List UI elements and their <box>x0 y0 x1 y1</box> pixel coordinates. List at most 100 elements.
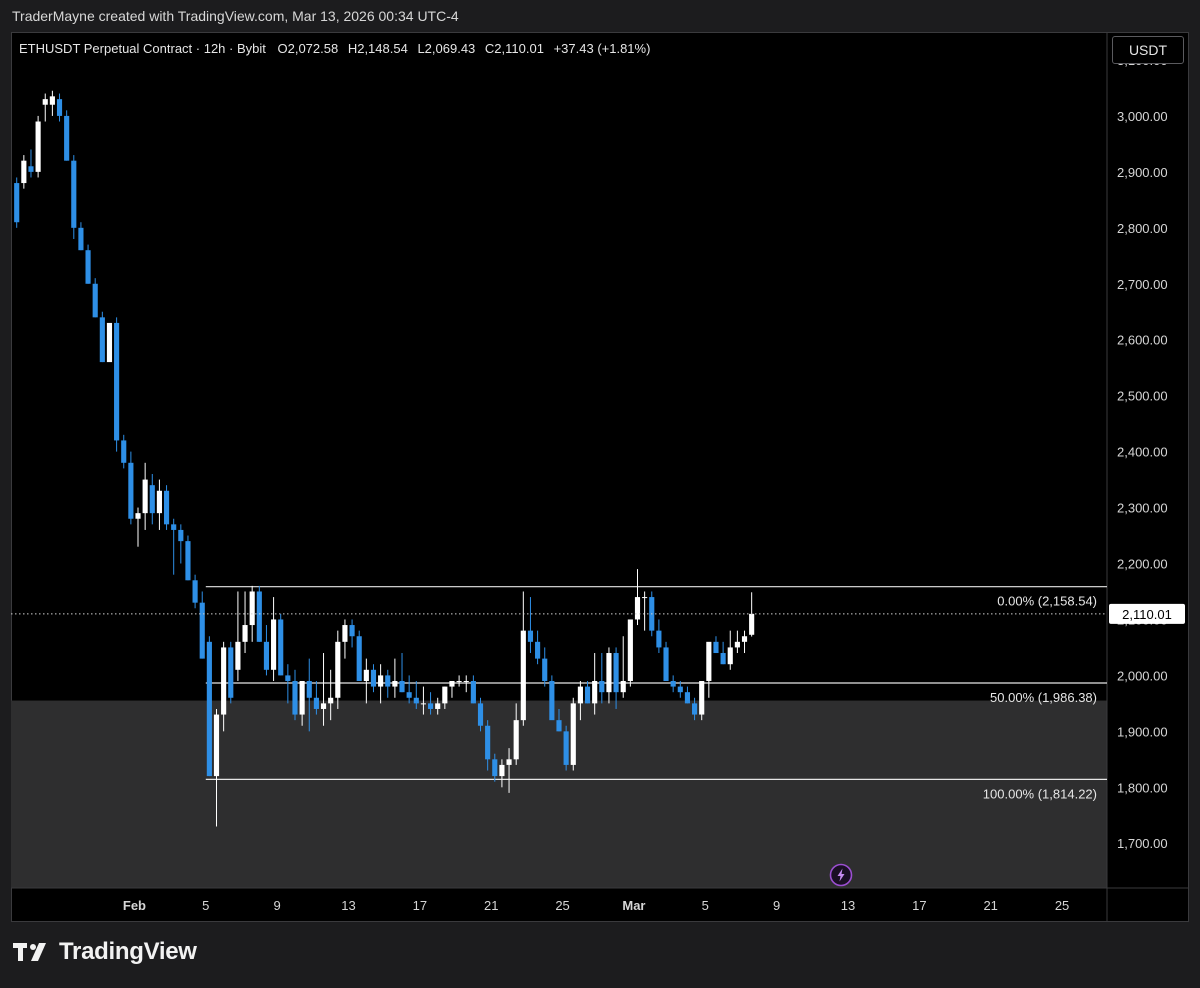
candle[interactable] <box>577 680 583 721</box>
lightning-alert-icon[interactable] <box>829 863 853 887</box>
candle[interactable] <box>563 725 569 771</box>
candle[interactable] <box>49 90 55 116</box>
candle[interactable] <box>520 591 526 726</box>
candle[interactable] <box>99 311 105 363</box>
candle[interactable] <box>463 675 469 693</box>
candle[interactable] <box>549 675 555 721</box>
currency-button[interactable]: USDT <box>1112 36 1184 64</box>
candlestick-chart[interactable]: 0.00% (2,158.54) 50.00% (1,986.38) 100.00%… <box>11 32 1189 922</box>
candle[interactable] <box>392 658 398 698</box>
candle[interactable] <box>485 720 491 771</box>
candle[interactable] <box>149 473 155 525</box>
candle[interactable] <box>399 653 405 693</box>
candle[interactable] <box>64 110 70 161</box>
candle[interactable] <box>413 680 419 709</box>
candle[interactable] <box>492 753 498 782</box>
candle[interactable] <box>235 591 241 681</box>
candle[interactable] <box>135 507 141 547</box>
candle[interactable] <box>121 434 127 469</box>
candle[interactable] <box>713 636 719 654</box>
candle[interactable] <box>285 664 291 704</box>
candle[interactable] <box>370 664 377 693</box>
candle[interactable] <box>406 675 412 704</box>
candle[interactable] <box>156 479 162 530</box>
candle[interactable] <box>477 697 484 732</box>
candle[interactable] <box>271 597 277 681</box>
candle[interactable] <box>542 647 548 687</box>
candle[interactable] <box>192 574 198 609</box>
candle[interactable] <box>228 641 234 704</box>
candle[interactable] <box>449 680 455 698</box>
candle[interactable] <box>442 686 448 709</box>
candle[interactable] <box>692 697 698 721</box>
candle[interactable] <box>221 641 227 732</box>
candle[interactable] <box>699 680 705 721</box>
candle[interactable] <box>677 680 683 698</box>
candle[interactable] <box>21 155 27 189</box>
candle[interactable] <box>570 697 576 771</box>
candle[interactable] <box>185 535 191 581</box>
candle[interactable] <box>606 647 612 704</box>
candle[interactable] <box>92 278 98 318</box>
price-axis[interactable]: 3,100.003,000.002,900.002,800.002,700.00… <box>1117 53 1168 851</box>
candle[interactable] <box>499 759 505 788</box>
candle[interactable] <box>527 597 534 654</box>
candle[interactable] <box>734 630 740 654</box>
time-axis[interactable]: Feb 5 9 13 17 21 25 Mar 5 9 13 17 21 25 <box>123 898 1069 913</box>
candle[interactable] <box>599 653 605 704</box>
candle[interactable] <box>613 647 619 709</box>
candle[interactable] <box>142 462 148 530</box>
candle[interactable] <box>28 149 34 178</box>
candle[interactable] <box>706 641 712 698</box>
candle[interactable] <box>178 524 184 564</box>
candle[interactable] <box>349 619 355 648</box>
candle[interactable] <box>592 653 598 715</box>
candle[interactable] <box>584 680 591 704</box>
candle[interactable] <box>163 485 170 530</box>
candle[interactable] <box>656 619 662 654</box>
candle[interactable] <box>663 641 669 681</box>
candle[interactable] <box>320 653 327 726</box>
candle[interactable] <box>242 591 248 654</box>
candle[interactable] <box>106 322 113 363</box>
candle[interactable] <box>78 222 84 251</box>
candle[interactable] <box>620 636 626 698</box>
candle[interactable] <box>535 630 541 665</box>
candle[interactable] <box>556 708 562 732</box>
candle[interactable] <box>720 641 726 665</box>
candle[interactable] <box>335 630 341 709</box>
candle[interactable] <box>356 630 362 681</box>
candle[interactable] <box>328 669 334 721</box>
candle[interactable] <box>342 619 348 659</box>
candle[interactable] <box>85 244 91 284</box>
candle[interactable] <box>727 630 733 670</box>
candle[interactable] <box>42 93 48 122</box>
candle[interactable] <box>456 675 462 687</box>
candle[interactable] <box>435 697 441 715</box>
candle[interactable] <box>128 451 134 525</box>
candle[interactable] <box>171 518 177 575</box>
candle[interactable] <box>363 658 369 704</box>
candle[interactable] <box>420 686 426 715</box>
candle[interactable] <box>470 675 476 704</box>
candle[interactable] <box>292 669 298 721</box>
candle[interactable] <box>749 592 755 637</box>
candle[interactable] <box>506 748 512 793</box>
candle[interactable] <box>278 613 284 676</box>
candle[interactable] <box>263 625 270 676</box>
candle[interactable] <box>71 155 77 240</box>
candle[interactable] <box>741 630 748 654</box>
candle[interactable] <box>56 93 63 122</box>
candle[interactable] <box>642 591 648 631</box>
candle[interactable] <box>684 686 691 704</box>
candle[interactable] <box>35 115 41 178</box>
candle[interactable] <box>313 680 319 715</box>
candle[interactable] <box>213 708 220 827</box>
candle[interactable] <box>306 658 312 732</box>
candle[interactable] <box>670 675 676 693</box>
candle[interactable] <box>206 636 212 777</box>
candle[interactable] <box>385 669 391 698</box>
candle[interactable] <box>114 317 120 452</box>
candle[interactable] <box>427 692 434 715</box>
candle[interactable] <box>627 619 633 687</box>
